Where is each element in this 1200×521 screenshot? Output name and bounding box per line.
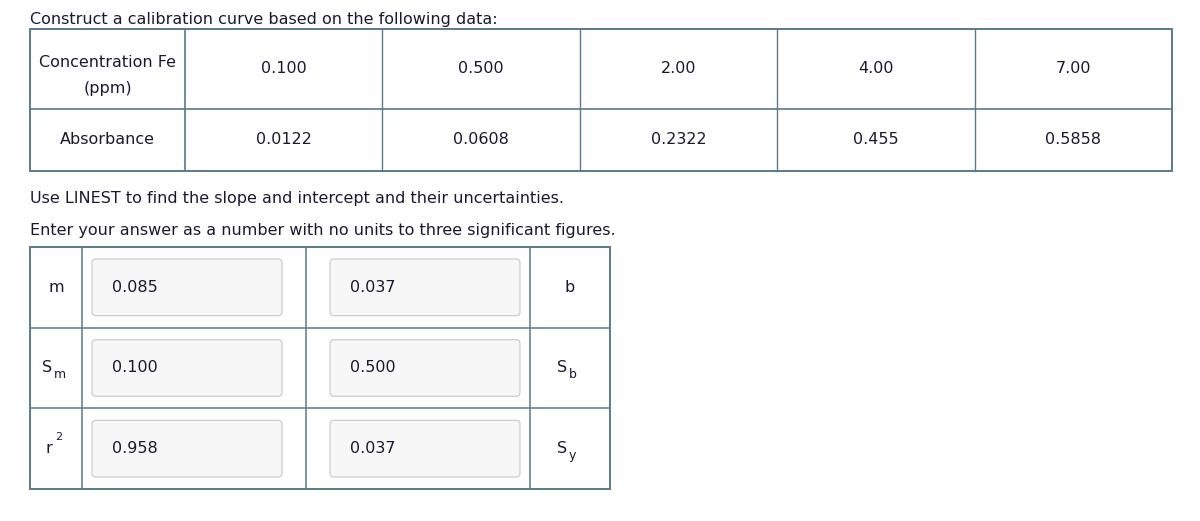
Text: Use LINEST to find the slope and intercept and their uncertainties.: Use LINEST to find the slope and interce…: [30, 192, 564, 206]
Text: Construct a calibration curve based on the following data:: Construct a calibration curve based on t…: [30, 11, 498, 27]
Text: 0.100: 0.100: [112, 361, 157, 376]
Text: 0.085: 0.085: [112, 280, 157, 295]
Text: b: b: [565, 280, 575, 295]
Text: m: m: [48, 280, 64, 295]
Text: 0.455: 0.455: [853, 132, 899, 147]
FancyBboxPatch shape: [92, 420, 282, 477]
Bar: [30, 29, 1172, 171]
Text: S: S: [42, 361, 52, 376]
FancyBboxPatch shape: [330, 259, 520, 316]
Text: r: r: [46, 441, 52, 456]
FancyBboxPatch shape: [92, 259, 282, 316]
Text: y: y: [569, 449, 576, 462]
Text: S: S: [557, 361, 568, 376]
Text: 0.5858: 0.5858: [1045, 132, 1102, 147]
FancyBboxPatch shape: [330, 420, 520, 477]
Text: 2.00: 2.00: [661, 61, 696, 76]
Text: 0.958: 0.958: [112, 441, 157, 456]
FancyBboxPatch shape: [92, 340, 282, 396]
Text: Absorbance: Absorbance: [60, 132, 155, 147]
Text: 0.500: 0.500: [350, 361, 396, 376]
Text: b: b: [569, 368, 577, 381]
Text: 0.100: 0.100: [260, 61, 306, 76]
Text: (ppm): (ppm): [83, 81, 132, 96]
Text: 4.00: 4.00: [858, 61, 894, 76]
Text: 0.500: 0.500: [458, 61, 504, 76]
Text: 0.037: 0.037: [350, 441, 396, 456]
Text: 2: 2: [55, 432, 62, 442]
Text: 0.2322: 0.2322: [650, 132, 707, 147]
Bar: [30, 247, 610, 489]
Text: 0.0122: 0.0122: [256, 132, 312, 147]
Text: m: m: [54, 368, 66, 381]
Text: 7.00: 7.00: [1056, 61, 1091, 76]
Text: 0.0608: 0.0608: [454, 132, 509, 147]
Text: Concentration Fe: Concentration Fe: [38, 55, 176, 70]
Text: Enter your answer as a number with no units to three significant figures.: Enter your answer as a number with no un…: [30, 224, 616, 239]
Text: S: S: [557, 441, 568, 456]
Text: 0.037: 0.037: [350, 280, 396, 295]
FancyBboxPatch shape: [330, 340, 520, 396]
